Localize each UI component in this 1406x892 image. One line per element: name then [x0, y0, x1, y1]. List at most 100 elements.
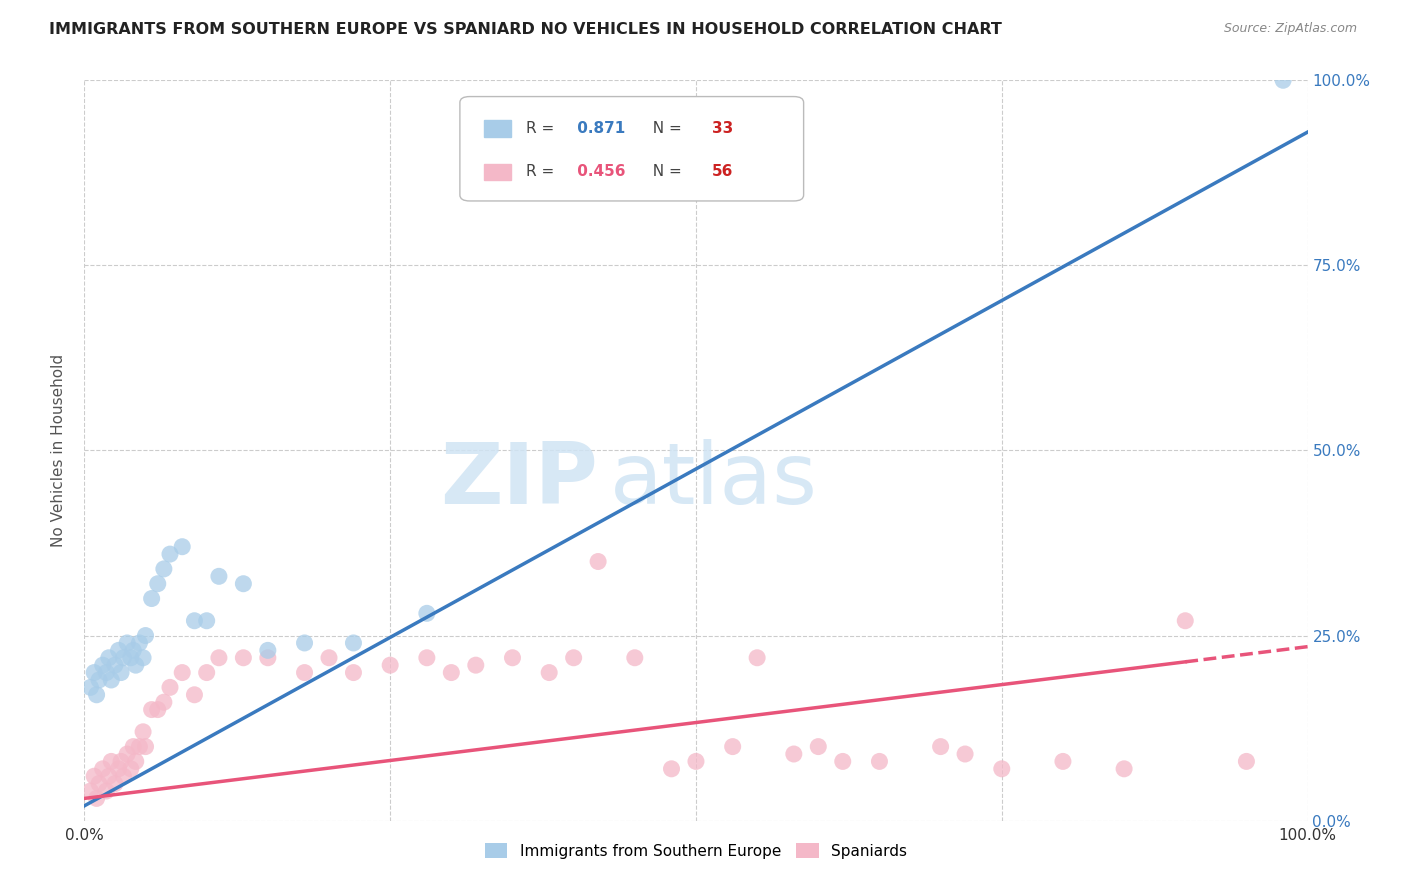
Point — [172, 665, 194, 680]
Point — [1114, 762, 1136, 776]
Point — [1174, 614, 1197, 628]
Point — [112, 650, 135, 665]
Point — [135, 739, 157, 754]
Text: N =: N = — [644, 164, 688, 179]
Point — [991, 762, 1014, 776]
Point — [1052, 755, 1074, 769]
Point — [86, 688, 108, 702]
Point — [107, 643, 129, 657]
Point — [115, 747, 138, 761]
Point — [257, 650, 280, 665]
Point — [141, 591, 163, 606]
Point — [120, 762, 142, 776]
Point — [110, 665, 132, 680]
Point — [685, 755, 707, 769]
Point — [96, 665, 118, 680]
Text: 33: 33 — [711, 121, 733, 136]
Point — [440, 665, 463, 680]
Point — [416, 650, 439, 665]
Point — [132, 650, 155, 665]
Text: R =: R = — [526, 121, 560, 136]
Point — [104, 658, 127, 673]
Point — [807, 739, 830, 754]
Point — [624, 650, 647, 665]
Point — [91, 658, 114, 673]
Point — [128, 636, 150, 650]
Point — [159, 681, 181, 695]
Point — [141, 703, 163, 717]
Point — [110, 755, 132, 769]
Point — [464, 658, 486, 673]
Point — [122, 739, 145, 754]
Text: 56: 56 — [711, 164, 734, 179]
Text: Source: ZipAtlas.com: Source: ZipAtlas.com — [1223, 22, 1357, 36]
Bar — [484, 164, 512, 180]
Point — [1236, 755, 1258, 769]
Point — [122, 643, 145, 657]
Point — [195, 665, 218, 680]
Point — [257, 643, 280, 657]
Point — [87, 776, 110, 791]
Point — [83, 769, 105, 783]
Point — [146, 576, 169, 591]
Point — [953, 747, 976, 761]
Point — [232, 650, 254, 665]
Point — [183, 614, 205, 628]
Point — [135, 628, 157, 642]
Point — [502, 650, 524, 665]
Point — [294, 665, 316, 680]
Point — [831, 755, 853, 769]
Point — [869, 755, 891, 769]
Point — [538, 665, 561, 680]
Point — [208, 569, 231, 583]
Point — [342, 665, 364, 680]
Text: 0.456: 0.456 — [572, 164, 626, 179]
Point — [100, 755, 122, 769]
Point — [232, 576, 254, 591]
Bar — [484, 120, 512, 136]
Point — [107, 762, 129, 776]
Point — [86, 791, 108, 805]
Point — [97, 650, 120, 665]
Point — [153, 695, 176, 709]
Point — [342, 636, 364, 650]
Point — [112, 769, 135, 783]
Point — [146, 703, 169, 717]
Point — [97, 769, 120, 783]
Text: atlas: atlas — [610, 439, 818, 522]
Point — [562, 650, 585, 665]
Point — [159, 547, 181, 561]
Point — [929, 739, 952, 754]
Point — [79, 784, 101, 798]
Text: IMMIGRANTS FROM SOUTHERN EUROPE VS SPANIARD NO VEHICLES IN HOUSEHOLD CORRELATION: IMMIGRANTS FROM SOUTHERN EUROPE VS SPANI… — [49, 22, 1002, 37]
Point — [195, 614, 218, 628]
Point — [721, 739, 744, 754]
Point — [783, 747, 806, 761]
Point — [125, 755, 148, 769]
Point — [104, 776, 127, 791]
Point — [661, 762, 683, 776]
Text: R =: R = — [526, 164, 560, 179]
Point — [153, 562, 176, 576]
Point — [172, 540, 194, 554]
Point — [294, 636, 316, 650]
Point — [208, 650, 231, 665]
Point — [132, 724, 155, 739]
Text: ZIP: ZIP — [440, 439, 598, 522]
Text: N =: N = — [644, 121, 688, 136]
Point — [91, 762, 114, 776]
Point — [87, 673, 110, 687]
Point — [1272, 73, 1295, 87]
FancyBboxPatch shape — [460, 96, 804, 201]
Point — [125, 658, 148, 673]
Point — [183, 688, 205, 702]
Point — [416, 607, 439, 621]
Point — [100, 673, 122, 687]
Point — [380, 658, 402, 673]
Text: 0.871: 0.871 — [572, 121, 626, 136]
Point — [128, 739, 150, 754]
Point — [747, 650, 769, 665]
Point — [79, 681, 101, 695]
Point — [586, 555, 609, 569]
Legend: Immigrants from Southern Europe, Spaniards: Immigrants from Southern Europe, Spaniar… — [478, 837, 914, 865]
